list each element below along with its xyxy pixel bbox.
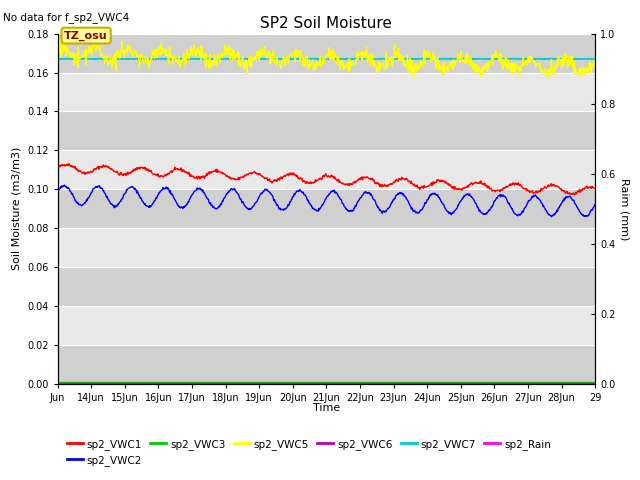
X-axis label: Time: Time [313, 403, 340, 413]
Y-axis label: Raim (mm): Raim (mm) [620, 178, 629, 240]
Bar [58, 267, 595, 306]
Legend: sp2_VWC1, sp2_VWC2, sp2_VWC3, sp2_VWC5, sp2_VWC6, sp2_VWC7, sp2_Rain: sp2_VWC1, sp2_VWC2, sp2_VWC3, sp2_VWC5, … [63, 435, 556, 470]
Text: TZ_osu: TZ_osu [64, 30, 108, 41]
Text: No data for f_sp2_VWC4: No data for f_sp2_VWC4 [3, 12, 129, 23]
Y-axis label: Soil Moisture (m3/m3): Soil Moisture (m3/m3) [12, 147, 22, 271]
Bar [58, 306, 595, 345]
Bar [58, 189, 595, 228]
Bar [58, 150, 595, 189]
Bar [58, 72, 595, 111]
Bar [58, 111, 595, 150]
Bar [58, 34, 595, 72]
Title: SP2 Soil Moisture: SP2 Soil Moisture [260, 16, 392, 31]
Bar [58, 345, 595, 384]
Bar [58, 228, 595, 267]
